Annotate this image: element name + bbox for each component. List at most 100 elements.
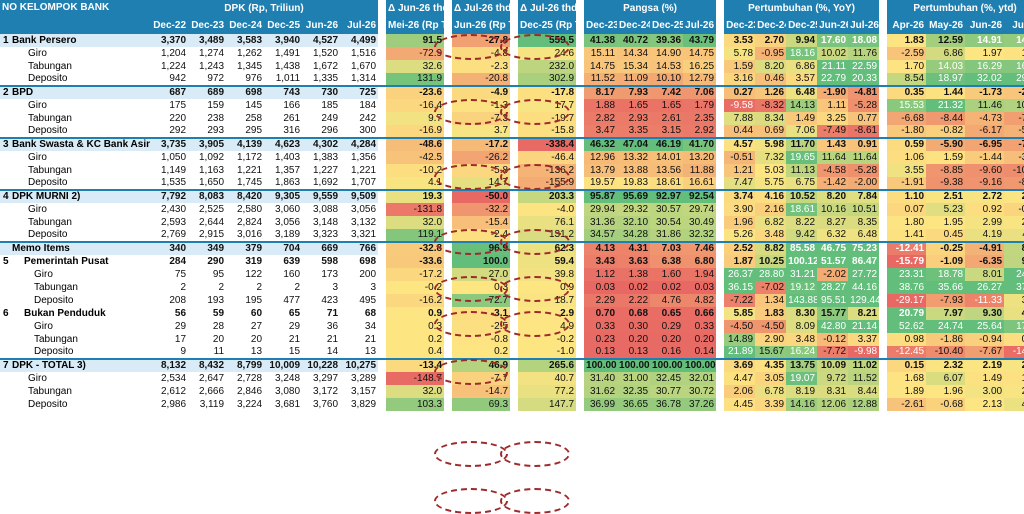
dpk-value: 166 [264, 99, 303, 112]
ytd-value: -9.38 [926, 177, 966, 190]
dpk-value: 160 [264, 268, 303, 281]
pangsa-value: 0.20 [683, 333, 717, 346]
dpk-value: 1,670 [340, 60, 379, 73]
dpk-value: 3,060 [264, 203, 303, 216]
ytd-value: -12.45 [887, 346, 927, 359]
dpk-value: 56 [150, 307, 189, 320]
column-gap [879, 151, 888, 164]
delta2-value: -2.4 [452, 229, 511, 242]
column-gap [576, 137, 585, 151]
yoy-value: 4.35 [755, 358, 787, 372]
column-gap [879, 229, 888, 242]
dpk-value: 284 [150, 255, 189, 268]
pangsa-value: 14.53 [650, 60, 684, 73]
dpk-value: 238 [188, 112, 227, 125]
row-number [0, 203, 10, 216]
yoy-value: 95.51 [817, 294, 849, 307]
ytd-value: -10.03 [1004, 164, 1024, 177]
dpk-value: 2 [188, 281, 227, 294]
header-delta3: Δ Jul-26 thd [518, 0, 577, 18]
dpk-value: 1,692 [302, 177, 341, 190]
ytd-value: 8.86 [1004, 241, 1024, 255]
yoy-value: 1.11 [817, 99, 849, 112]
column-gap [444, 151, 453, 164]
table-row: Tabungan 1,149 1,163 1,221 1,357 1,227 1,221 -1… [0, 164, 1024, 177]
dpk-value: 3,132 [340, 216, 379, 229]
ytd-value: 1.97 [965, 47, 1005, 60]
ytd-value: 6.07 [926, 372, 966, 385]
pangsa-value: 0.68 [617, 307, 651, 320]
column-gap [879, 112, 888, 125]
column-gap [716, 60, 725, 73]
ytd-value: 1.70 [887, 60, 927, 73]
dpk-value: 319 [226, 255, 265, 268]
column-gap [879, 333, 888, 346]
pangsa-value: 36.65 [617, 398, 651, 411]
row-number [0, 268, 10, 281]
dpk-value: 20 [226, 333, 265, 346]
yoy-value: 6.48 [786, 85, 818, 99]
column-gap [378, 216, 387, 229]
pangsa-value: 30.77 [650, 385, 684, 398]
yoy-value: 51.57 [817, 255, 849, 268]
delta1-value: 9.7 [386, 112, 445, 125]
yoy-value: 8.31 [817, 385, 849, 398]
yoy-value: 12.88 [848, 398, 880, 411]
column-gap [444, 99, 453, 112]
row-label: DPK - TOTAL 3) [10, 358, 151, 372]
pangsa-value: 0.14 [683, 346, 717, 359]
ytd-value: 10.68 [1004, 99, 1024, 112]
ytd-value: -29.17 [887, 294, 927, 307]
yoy-value: -0.95 [755, 47, 787, 60]
pangsa-value: 16.25 [683, 60, 717, 73]
column-gap [879, 60, 888, 73]
ytd-value: 1.26 [1004, 372, 1024, 385]
table-row: Giro 29 28 27 29 36 34 0.3 -2.5 4.9 0.33 0.30 0.29 0.… [0, 320, 1024, 333]
yoy-value: 5.98 [755, 137, 787, 151]
column-gap [510, 18, 519, 34]
row-number: 4 [0, 189, 10, 203]
yoy-value: 3.74 [724, 189, 756, 203]
pangsa-value: 31.36 [584, 216, 618, 229]
dpk-value: 725 [340, 85, 379, 99]
ytd-value: 2.72 [965, 189, 1005, 203]
dpk-value: 3,760 [302, 398, 341, 411]
yoy-value: 14.13 [786, 99, 818, 112]
column-gap [879, 320, 888, 333]
pangsa-value: 34.57 [584, 229, 618, 242]
yoy-value: 6.86 [786, 60, 818, 73]
pangsa-value: 1.12 [584, 268, 618, 281]
yoy-value: 143.88 [786, 294, 818, 307]
row-label: Deposito [10, 294, 151, 307]
pangsa-value: 1.60 [650, 268, 684, 281]
ytd-value: -2.59 [887, 47, 927, 60]
pangsa-value: 92.54 [683, 189, 717, 203]
delta2-value: -14.7 [452, 385, 511, 398]
dpk-value: 1,438 [264, 60, 303, 73]
ytd-value: 21.32 [926, 99, 966, 112]
column-gap [879, 385, 888, 398]
column-gap [510, 164, 519, 177]
column-gap [378, 346, 387, 359]
header-yoy: Pertumbuhan (%, YoY) [724, 0, 880, 18]
delta1-value: -72.9 [386, 47, 445, 60]
dpk-value: 2,580 [226, 203, 265, 216]
yoy-value: 2.16 [755, 203, 787, 216]
ytd-value: -7.53 [1004, 112, 1024, 125]
ytd-value: -15.79 [887, 255, 927, 268]
column-gap [879, 203, 888, 216]
column-gap [576, 229, 585, 242]
column-gap [879, 177, 888, 190]
column-gap [378, 255, 387, 268]
column-gap [510, 307, 519, 320]
column-gap [378, 229, 387, 242]
column-gap [879, 372, 888, 385]
column-gap [576, 346, 585, 359]
highlight-ring [500, 488, 570, 514]
pangsa-value: 100.00 [584, 358, 618, 372]
ytd-value: 6.86 [926, 47, 966, 60]
yoy-value: 0.91 [848, 137, 880, 151]
pangsa-value: 14.01 [650, 151, 684, 164]
ytd-value: 14.91 [965, 34, 1005, 47]
pangsa-value: 36.99 [584, 398, 618, 411]
